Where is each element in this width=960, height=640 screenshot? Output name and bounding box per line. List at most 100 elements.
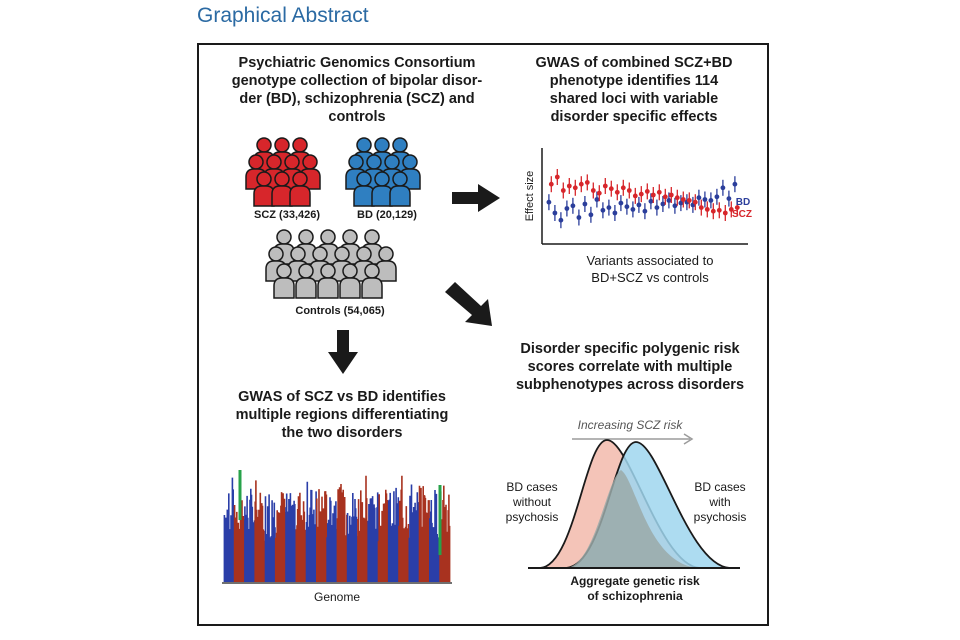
chromosome-band	[346, 493, 358, 582]
page-title: Graphical Abstract	[197, 4, 369, 27]
gwas-combined-line-1: GWAS of combined SCZ+BD	[535, 55, 733, 71]
chromosome-band	[295, 492, 307, 582]
manhattan-plot	[223, 470, 451, 582]
bd-effect-point	[696, 189, 702, 206]
bd-effect-point	[558, 212, 564, 229]
scz-effect-point	[716, 202, 722, 219]
scz-effect-point	[620, 179, 626, 196]
person-icon	[273, 263, 295, 299]
scz-people-icon	[245, 137, 321, 207]
person-icon	[289, 171, 311, 207]
scz-effect-point	[596, 185, 602, 202]
bd-people-icon	[345, 137, 421, 207]
abstract-frame	[197, 43, 769, 626]
scz-effect-point	[626, 182, 632, 199]
left-label-3: psychosis	[505, 510, 559, 524]
aggregate-risk-line-2: of schizophrenia	[587, 589, 683, 603]
curve-overlap-region	[566, 470, 700, 568]
scz-effect-point	[614, 184, 620, 201]
scz-effect-point	[644, 183, 650, 200]
bd-effect-point	[666, 192, 672, 209]
consortium-heading: Psychiatric Genomics Consortium genotype…	[218, 54, 496, 126]
gwas-combined-line-3: shared loci with variable	[549, 91, 719, 107]
chromosome-band	[336, 484, 348, 582]
consortium-line-3: der (BD), schizophrenia (SCZ) and	[239, 91, 475, 107]
scz-effect-point	[566, 178, 572, 194]
person-icon	[353, 171, 375, 207]
bd-effect-point	[720, 179, 726, 196]
left-label-2: without	[512, 495, 552, 509]
chromosome-band	[439, 485, 451, 582]
consortium-line-4: controls	[328, 109, 386, 125]
scz-effect-point	[602, 178, 608, 194]
scz-effect-point	[704, 201, 710, 218]
gwas-combined-heading: GWAS of combined SCZ+BD phenotype identi…	[505, 54, 763, 126]
prs-heading: Disorder specific polygenic risk scores …	[494, 340, 766, 394]
gwas-scz-bd-line-1: GWAS of SCZ vs BD identifies	[238, 389, 446, 405]
chromosome-band	[254, 480, 266, 582]
scz-effect-point	[662, 188, 668, 205]
bd-count-label: BD (20,129)	[357, 209, 417, 221]
chromosome-band	[316, 489, 328, 582]
scz-effect-point	[572, 179, 578, 196]
bd-effect-point	[594, 191, 600, 208]
bd-effect-point	[708, 192, 714, 209]
effect-plot-y-label: Effect size	[524, 170, 536, 222]
scz-effect-point	[734, 199, 740, 216]
chromosome-band	[244, 488, 256, 582]
chromosome-band	[367, 492, 379, 582]
chromosome-band	[387, 487, 400, 582]
person-icon	[375, 246, 397, 282]
chromosome-band	[223, 477, 235, 582]
bd-effect-point	[564, 200, 570, 217]
person-icon	[317, 263, 339, 299]
bd-effect-point	[714, 188, 720, 205]
scz-effect-point	[548, 176, 554, 193]
scz-effect-point	[632, 187, 638, 204]
chromosome-band	[274, 492, 287, 582]
bd-effect-point	[678, 195, 684, 212]
bd-effect-point	[732, 176, 738, 193]
bd-effect-point	[612, 205, 618, 221]
person-icon	[271, 171, 293, 207]
scz-effect-point	[668, 187, 674, 203]
scz-effect-point	[722, 205, 728, 221]
scz-effect-point	[560, 182, 566, 199]
chromosome-band	[285, 493, 297, 582]
chromosome-band	[429, 490, 441, 582]
chromosome-band	[408, 484, 420, 582]
gwas-scz-bd-heading: GWAS of SCZ vs BD identifies multiple re…	[212, 388, 472, 442]
consortium-line-1: Psychiatric Genomics Consortium	[238, 55, 476, 71]
bd-without-psychosis-label: BD cases without psychosis	[492, 480, 572, 525]
chromosome-band	[418, 485, 430, 582]
chromosome-band	[398, 475, 410, 582]
scz-effect-point	[698, 199, 704, 216]
chromosome-band	[264, 494, 276, 582]
gwas-combined-line-2: phenotype identifies 114	[549, 73, 719, 89]
chromosome-band	[377, 489, 389, 582]
bd-effect-point	[672, 197, 678, 214]
arrow-right-icon	[452, 184, 500, 212]
person-icon	[253, 171, 275, 207]
prs-line-2: scores correlate with multiple	[527, 359, 733, 375]
scz-effect-point	[686, 192, 692, 209]
person-icon	[371, 171, 393, 207]
genome-label: Genome	[313, 590, 361, 604]
chromosome-band	[326, 497, 338, 582]
scz-effect-point	[728, 201, 734, 218]
controls-people-icon	[265, 229, 397, 299]
legend-bd: BD	[735, 197, 751, 208]
effect-plot-x-label-2: BD+SCZ vs controls	[591, 270, 709, 285]
bd-effect-point	[702, 191, 708, 208]
bd-effect-point	[642, 203, 648, 220]
scz-effect-point	[692, 194, 698, 211]
bd-effect-point	[654, 199, 660, 216]
scz-effect-point	[554, 169, 560, 185]
chromosome-band	[305, 481, 317, 582]
aggregate-risk-label: Aggregate genetic risk of schizophrenia	[540, 574, 730, 604]
bd-effect-point	[582, 196, 588, 212]
prs-line-1: Disorder specific polygenic risk	[520, 341, 740, 357]
bd-effect-point	[618, 195, 624, 212]
scz-effect-point	[638, 186, 644, 203]
bd-effect-point	[606, 199, 612, 216]
